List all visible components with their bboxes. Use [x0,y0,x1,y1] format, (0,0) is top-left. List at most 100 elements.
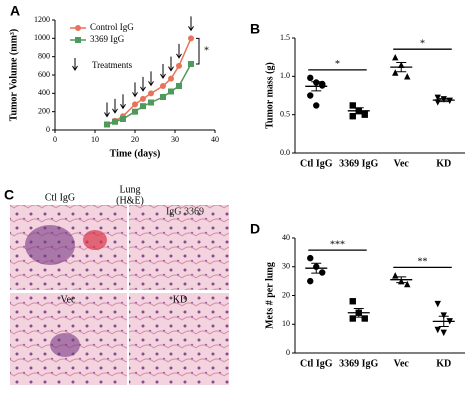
legend-label: 3369 IgG [90,34,125,44]
point [120,116,126,122]
point [434,300,441,308]
point [132,108,138,115]
point [132,101,138,108]
panel-label: A [10,3,20,19]
point [140,95,146,102]
y-tick-label: 1.0 [280,71,290,80]
significance-bracket [196,37,200,65]
x-tick-label: 30 [171,135,179,144]
treatment-arrow [176,43,182,59]
point [404,73,411,80]
point [313,102,320,109]
treatment-arrow [112,98,118,114]
x-tick-label: 0 [53,135,57,144]
error-bar [311,262,322,274]
histology-image [129,205,229,290]
point [392,69,399,76]
y-tick-label: 30 [282,262,290,271]
x-tick-label: Vec [394,158,410,169]
y-tick-label: 20 [282,290,290,299]
y-tick-label: 1.5 [280,33,290,42]
point [440,329,447,337]
x-tick-label: 40 [211,135,219,144]
point [307,92,314,99]
x-tick-label: 3369 IgG [339,158,378,169]
point [307,277,314,285]
image-label: IgG 3369 [166,206,204,217]
blood-region [83,230,107,250]
x-tick-label: 3369 IgG [339,358,378,369]
significance-label: * [335,59,340,70]
point [188,35,194,42]
series-line [106,38,192,126]
point [434,326,441,334]
series-line [106,63,192,126]
point [392,272,399,279]
x-tick-label: Vec [394,358,410,369]
point [440,312,447,319]
x-tick-label: Ctl IgG [300,358,333,369]
tumor-region [50,333,80,357]
image-label: Ctl IgG [45,192,75,203]
point [188,61,194,67]
point [434,99,441,106]
legend-arrow [72,58,78,71]
x-tick-label: 10 [91,135,99,144]
x-tick-label: Ctl IgG [300,158,333,169]
image-label: KD [173,294,187,305]
treatment-arrow [140,76,146,92]
point [148,90,154,97]
annotation: * [204,45,209,56]
point [349,102,356,109]
y-tick-label: 200 [38,106,50,115]
point [75,37,81,43]
treatment-arrow [120,94,126,110]
x-tick-label: 20 [131,135,139,144]
treatment-arrow [188,16,194,32]
error-bar [311,81,322,92]
error-bar [438,98,449,103]
error-bar [396,276,407,284]
x-tick-label: KD [436,158,451,169]
image-label: (H&E) [116,195,144,206]
treatment-arrow [132,82,138,98]
x-tick-label: KD [436,358,451,369]
point [307,74,314,82]
point [140,103,146,110]
y-tick-label: 0.0 [280,148,290,157]
point [307,254,314,262]
annotation: Treatments [92,60,133,70]
y-axis-label: Tumor Volume (mm³) [8,29,19,121]
point [349,298,356,305]
treatment-arrow [168,56,174,72]
point [168,88,174,95]
treatment-arrow [160,64,166,79]
point [176,83,182,89]
error-bar [396,62,407,73]
point [160,83,166,89]
treatment-arrow [104,102,110,118]
point [349,315,356,322]
error-bar [438,315,449,328]
x-axis-label: Time (days) [110,148,161,159]
point [349,113,356,120]
point [319,80,326,88]
histology-image [129,293,229,385]
y-tick-label: 0 [286,348,290,357]
point [112,118,118,125]
significance-label: *** [330,239,345,250]
significance-label: ** [418,257,428,268]
point [168,75,174,82]
y-tick-label: 1000 [34,33,50,42]
y-tick-label: 0 [46,125,50,134]
error-bar [353,307,364,318]
y-tick-label: 40 [282,233,290,242]
tumor-region [25,225,75,265]
point [361,315,368,322]
significance-label: * [420,38,425,49]
point [160,94,166,100]
point [404,280,411,288]
point [104,121,110,128]
panel-label: C [4,187,14,203]
